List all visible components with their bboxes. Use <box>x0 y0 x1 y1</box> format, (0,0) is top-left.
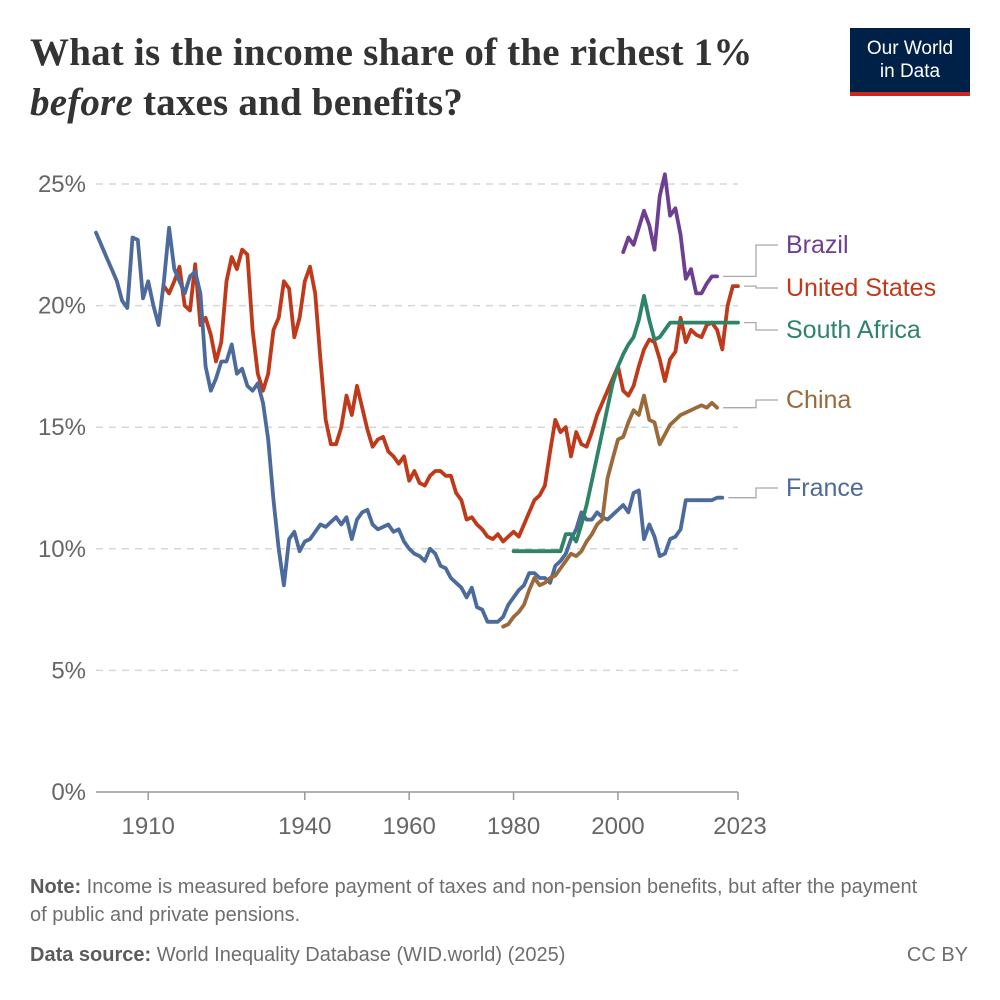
logo-line-2: in Data <box>879 61 941 82</box>
series-labels: United States France South Africa China Braz… <box>723 231 936 502</box>
note-label: Note: <box>30 876 82 898</box>
line-chart: 0% 5% 10% 15% 20% 25% 1910 1940 1960 1980 2000 2023… <box>38 171 936 840</box>
series-lines <box>94 172 740 629</box>
source-label: Data source: <box>30 944 152 966</box>
connector-south-africa <box>744 321 778 331</box>
title-line-1: What is the income share of the richest … <box>30 31 753 74</box>
series-label-brazil[interactable]: Brazil <box>786 231 849 259</box>
series-line-brazil[interactable] <box>621 172 719 296</box>
series-label-united-states[interactable]: United States <box>786 274 936 302</box>
series-label-france[interactable]: France <box>786 474 864 502</box>
title-line-2: taxes and benefits? <box>133 81 464 124</box>
connector-united-states <box>744 285 778 289</box>
grid-lines <box>96 183 738 672</box>
x-tick-label: 2023 <box>713 813 766 840</box>
source-text: World Inequality Database (WID.world) (2… <box>151 944 566 966</box>
license-link[interactable]: CC BY <box>906 944 968 966</box>
y-tick-label: 0% <box>51 779 86 806</box>
series-line-china[interactable] <box>501 393 719 629</box>
series-line-south-africa[interactable] <box>511 294 740 554</box>
y-tick-label: 5% <box>51 657 86 684</box>
x-tick-label: 2000 <box>591 813 644 840</box>
logo-line-1: Our World <box>866 38 954 59</box>
note: Note: Income is measured before payment … <box>30 873 930 929</box>
y-tick-label: 20% <box>38 293 86 320</box>
series-line-france[interactable] <box>94 225 725 624</box>
y-tick-label: 15% <box>38 414 86 441</box>
title-emphasis: before <box>30 81 133 124</box>
x-tick-label: 1980 <box>487 813 540 840</box>
series-label-china[interactable]: China <box>786 386 851 414</box>
axes: 0% 5% 10% 15% 20% 25% 1910 1940 1960 1980 2000 2023 <box>38 171 767 840</box>
owid-logo[interactable]: Our World in Data <box>850 28 970 96</box>
connector-france <box>728 487 778 499</box>
series-label-south-africa[interactable]: South Africa <box>786 316 921 344</box>
data-source: Data source: World Inequality Database (… <box>30 941 565 969</box>
x-tick-label: 1910 <box>121 813 174 840</box>
y-tick-label: 25% <box>38 171 86 198</box>
x-tick-label: 1940 <box>278 813 331 840</box>
chart-title: What is the income share of the richest … <box>30 28 820 128</box>
connector-brazil <box>723 244 778 278</box>
x-tick-label: 1960 <box>382 813 435 840</box>
connector-china <box>723 399 778 409</box>
note-text: Income is measured before payment of tax… <box>30 876 918 926</box>
y-tick-label: 10% <box>38 536 86 563</box>
series-line-united-states[interactable] <box>162 247 740 544</box>
